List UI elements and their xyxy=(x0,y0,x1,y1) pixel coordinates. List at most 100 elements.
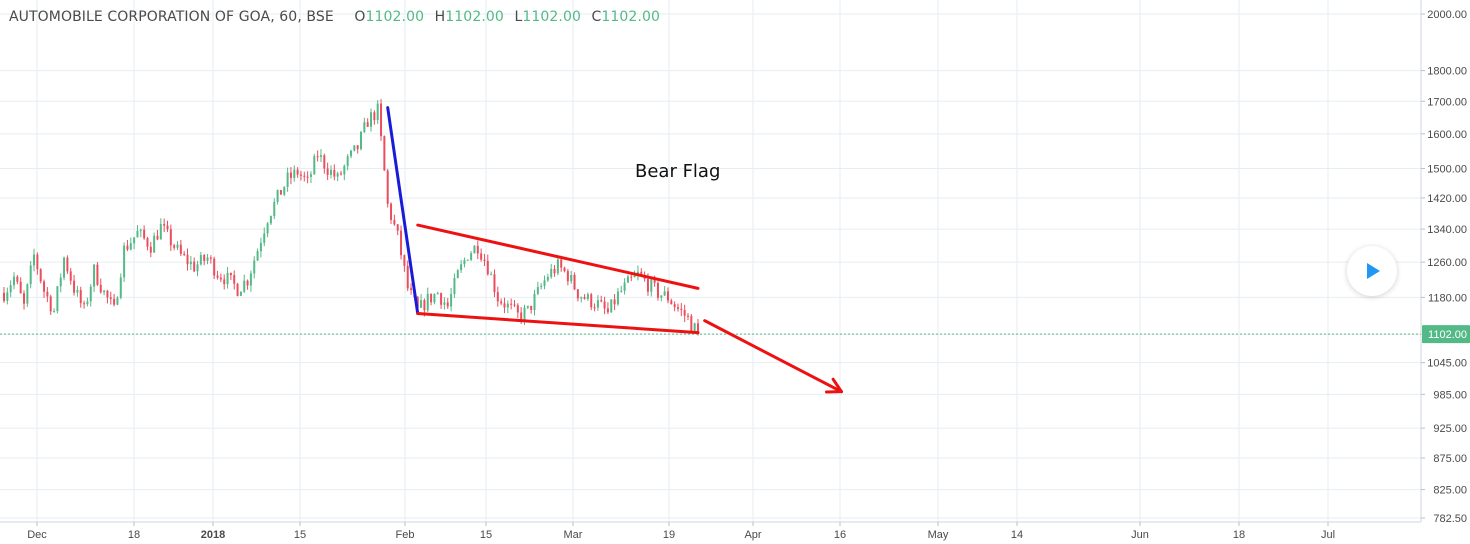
candle-body xyxy=(620,290,623,292)
candle-body xyxy=(29,265,32,285)
x-tick-label: Jul xyxy=(1321,529,1335,541)
candle-body xyxy=(169,229,172,246)
candle-body xyxy=(183,253,186,255)
candle-body xyxy=(566,271,569,282)
play-button[interactable] xyxy=(1347,246,1397,296)
candle-body xyxy=(350,150,352,157)
candle-body xyxy=(163,224,166,226)
candle-body xyxy=(626,276,629,283)
flagpole-line[interactable] xyxy=(386,106,420,316)
flag-upper-line[interactable] xyxy=(416,223,700,290)
arrow-head-line xyxy=(831,377,843,394)
candle-body xyxy=(463,260,466,265)
candle-body xyxy=(586,294,589,299)
open-label: O xyxy=(354,9,366,25)
candle-body xyxy=(430,293,433,303)
candle-body xyxy=(149,246,152,253)
candle-body xyxy=(159,224,162,240)
y-tick-label: 1800.00 xyxy=(1427,66,1467,78)
x-tick-label: 19 xyxy=(663,529,675,541)
candle-body xyxy=(329,169,332,175)
drawings-layer[interactable] xyxy=(386,106,843,394)
candle-body xyxy=(173,245,176,248)
candle-body xyxy=(540,285,543,287)
candle-body xyxy=(680,308,683,311)
candle-body xyxy=(43,281,46,292)
price-axis[interactable]: 782.50 825.00 875.00 925.00 985.00 1045.00 118… xyxy=(1421,9,1467,525)
candle-body xyxy=(393,219,396,225)
candle-body xyxy=(376,103,379,121)
candle-body xyxy=(146,238,149,247)
candle-body xyxy=(410,288,413,290)
candle-body xyxy=(496,292,499,302)
close-label: C xyxy=(591,9,602,25)
symbol-title: AUTOMOBILE CORPORATION OF GOA, 60, BSE xyxy=(9,9,334,25)
bear-flag-annotation[interactable]: Bear Flag xyxy=(635,161,721,182)
candle-body xyxy=(306,176,309,178)
candle-body xyxy=(279,190,282,195)
candle-body xyxy=(59,277,62,287)
y-tick-label: 782.50 xyxy=(1433,513,1467,525)
y-tick-label: 1180.00 xyxy=(1428,292,1467,304)
flag-lower-line[interactable] xyxy=(416,312,700,335)
candle-body xyxy=(286,172,289,187)
candle-body xyxy=(106,290,109,298)
candle-body xyxy=(416,296,419,308)
candle-body xyxy=(313,156,316,175)
candle-body xyxy=(513,304,516,306)
candle-body xyxy=(516,305,519,313)
target-arrow-line[interactable] xyxy=(703,319,843,394)
candle-body xyxy=(426,293,429,311)
candle-body xyxy=(590,294,593,308)
candle-body xyxy=(143,229,146,239)
y-tick-label: 1420.00 xyxy=(1427,193,1467,205)
candle-body xyxy=(109,297,112,299)
candle-body xyxy=(343,165,346,175)
price-tag-bg xyxy=(1422,325,1470,344)
candle-body xyxy=(193,261,196,272)
candle-body xyxy=(229,272,232,276)
x-tick-label: May xyxy=(928,529,949,541)
candle-body xyxy=(79,290,82,304)
low-label: L xyxy=(514,9,523,25)
candle-body xyxy=(556,259,559,274)
x-tick-label: 15 xyxy=(294,529,306,541)
candle-body xyxy=(93,264,96,287)
legend-header: AUTOMOBILE CORPORATION OF GOA, 60, BSE O… xyxy=(9,9,660,25)
candle-body xyxy=(96,264,99,285)
candle-body xyxy=(189,261,192,265)
candle-body xyxy=(13,276,16,286)
candle-body xyxy=(249,273,252,286)
candle-body xyxy=(433,294,436,303)
candle-body xyxy=(653,279,656,283)
candle-body xyxy=(356,145,359,150)
candle-body xyxy=(63,257,66,278)
candle-body xyxy=(576,289,579,299)
candle-body xyxy=(456,270,459,278)
candle-body xyxy=(450,294,453,307)
x-tick-label: 16 xyxy=(834,529,846,541)
candle-body xyxy=(536,286,539,294)
time-axis[interactable]: Dec 18 2018 15 Feb 15 Mar 19 Apr 16 May 14 Jun 18 Jul xyxy=(27,522,1335,541)
x-tick-label: Mar xyxy=(564,529,583,541)
candle-body xyxy=(136,230,139,238)
candle-body xyxy=(697,323,699,335)
candle-body xyxy=(563,267,566,272)
candle-body xyxy=(663,291,666,296)
candle-body xyxy=(616,291,619,305)
candle-body xyxy=(483,259,486,261)
candle-body xyxy=(319,155,322,157)
candle-body xyxy=(370,112,373,127)
candle-body xyxy=(443,302,446,305)
candle-body xyxy=(166,225,169,230)
y-tick-label: 1045.00 xyxy=(1427,358,1467,370)
candle-body xyxy=(69,271,72,281)
candle-body xyxy=(573,274,576,290)
candle-body xyxy=(133,237,136,244)
chart-grid xyxy=(0,0,1421,522)
candle-body xyxy=(596,300,599,308)
candle-body xyxy=(316,156,319,158)
candle-body xyxy=(216,275,219,278)
candle-body xyxy=(103,290,106,293)
